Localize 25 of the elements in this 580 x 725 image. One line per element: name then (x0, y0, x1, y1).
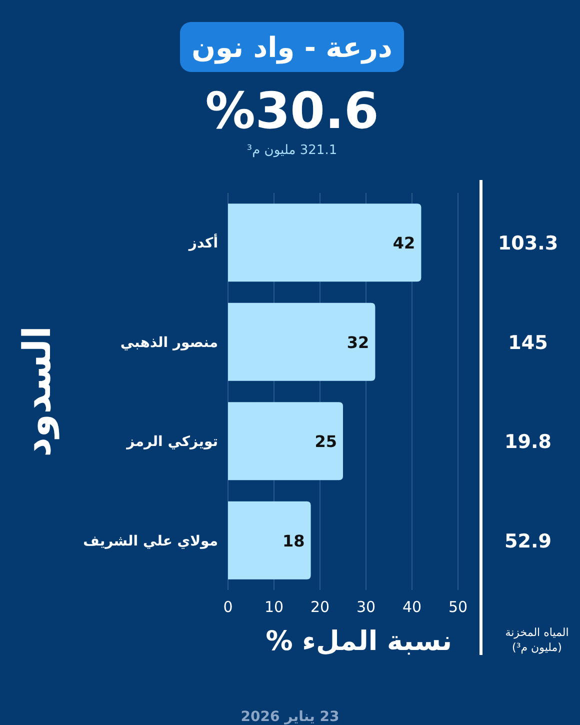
x-tick-label: 30 (356, 598, 376, 616)
data-label: 42 (392, 234, 416, 253)
x-tick-label: 0 (223, 598, 233, 616)
text: 19.8 (504, 431, 552, 454)
x-tick-label: 20 (310, 598, 330, 616)
text: المياه المخزنة (مليون م³) (504, 625, 570, 655)
chart-subtitle: %30.6 (205, 82, 379, 140)
text: 145 (508, 332, 548, 354)
text: 52.9 (504, 530, 552, 552)
x-axis-title: نسبة الملء % (266, 626, 452, 657)
x-tick-label: 40 (402, 598, 422, 616)
y-tick-label: تويزكي الرمز (126, 434, 218, 450)
data-label: 32 (346, 332, 370, 352)
y-axis-title: السدود (15, 326, 60, 458)
y-tick-label: مولاي علي الشريف (83, 533, 218, 550)
x-tick-label: 50 (448, 598, 468, 616)
chart-title: درعة - واد نون (192, 31, 392, 64)
y-tick-label: منصور الذهبي (120, 334, 218, 351)
text: 103.3 (498, 232, 558, 255)
text: 321.1 مليون م³ (246, 143, 338, 158)
data-label: 18 (282, 531, 305, 550)
text: 23 يناير 2026 (240, 709, 340, 725)
data-label: 25 (314, 432, 337, 452)
x-tick-label: 10 (264, 598, 284, 616)
y-tick-label: أكدز (188, 234, 218, 252)
